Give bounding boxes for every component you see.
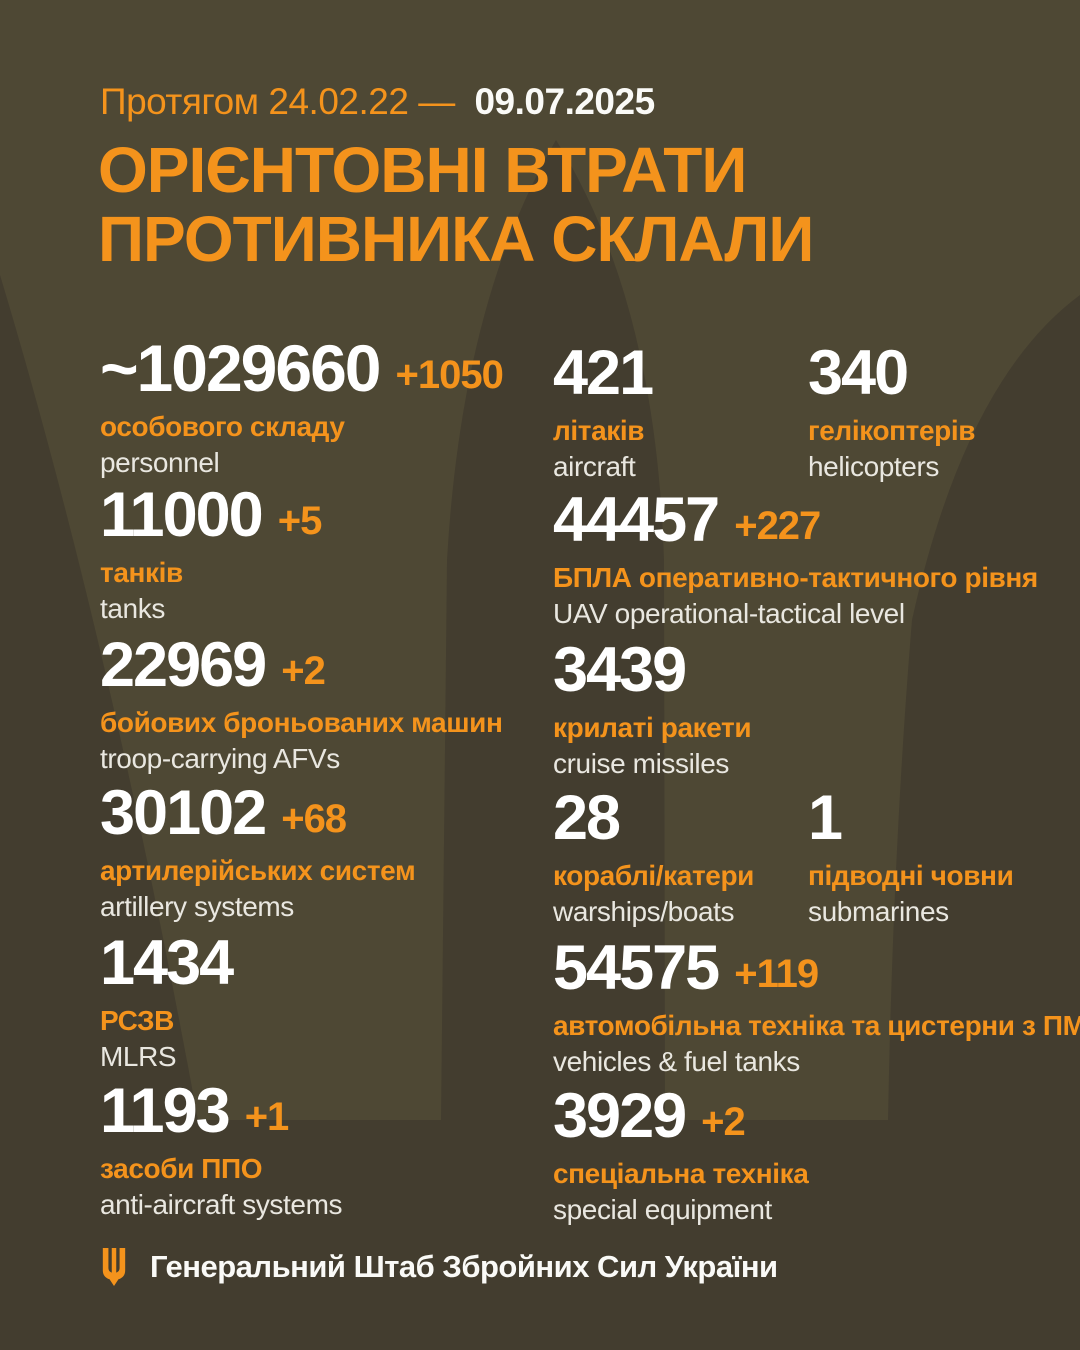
stat-delta: +119	[734, 951, 819, 996]
stat-label-ua: танків	[100, 556, 183, 588]
stat-uav: 44457 +227 БПЛА оперативно-тактичного рі…	[553, 485, 1038, 631]
stat-delta: +1	[244, 1094, 290, 1139]
stat-label-ua: літаків	[553, 414, 645, 446]
stat-cruise-missiles: 3439 крилаті ракети cruise missiles	[553, 635, 752, 781]
stat-special-equipment: 3929 +2 спеціальна техніка special equip…	[553, 1081, 809, 1227]
report-date: 09.07.2025	[474, 81, 655, 122]
stat-label-en: artillery systems	[100, 891, 294, 923]
stat-delta: +1050	[395, 352, 504, 397]
stat-value: 1193	[100, 1076, 231, 1146]
footer: Генеральний Штаб Збройних Сил України	[100, 1248, 778, 1286]
stat-delta: +68	[281, 796, 347, 841]
stat-label-ua: гелікоптерів	[808, 414, 976, 446]
stat-value: 28	[553, 783, 621, 853]
stat-label-ua: автомобільна техніка та цистерни з ПММ	[553, 1009, 1080, 1041]
stat-helicopters: 340 гелікоптерів helicopters	[808, 338, 976, 484]
footer-org-label: Генеральний Штаб Збройних Сил України	[150, 1249, 778, 1284]
stat-value: 22969	[100, 630, 267, 700]
stat-label-ua: крилаті ракети	[553, 711, 752, 743]
period-prefix: Протягом 24.02.22 —	[100, 81, 455, 122]
stat-value: 1434	[100, 928, 234, 998]
stat-value: 421	[553, 338, 654, 408]
stat-value: 3439	[553, 635, 687, 705]
stat-anti-aircraft: 1193 +1 засоби ППО anti-aircraft systems	[100, 1076, 343, 1222]
stat-delta: +2	[281, 648, 326, 693]
stat-delta: +2	[701, 1099, 746, 1144]
stat-label-en: vehicles & fuel tanks	[553, 1046, 800, 1078]
stat-label-en: special equipment	[553, 1194, 772, 1226]
stat-label-en: troop-carrying AFVs	[100, 743, 340, 775]
stat-label-ua: підводні човни	[808, 859, 1014, 891]
stat-label-ua: спеціальна техніка	[553, 1157, 809, 1189]
page-title: ОРІЄНТОВНІ ВТРАТИ ПРОТИВНИКА СКЛАЛИ	[98, 134, 814, 276]
tryzub-icon	[102, 1248, 126, 1286]
stat-label-en: MLRS	[100, 1041, 177, 1073]
stat-personnel: ~1029660 +1050 особового складу personne…	[100, 331, 504, 480]
stat-aircraft: 421 літаків aircraft	[553, 338, 654, 484]
report-period: Протягом 24.02.22 — 09.07.2025	[100, 81, 655, 123]
stat-value: 11000	[100, 480, 264, 550]
stat-value: 1	[808, 783, 843, 853]
stat-label-en: submarines	[808, 896, 949, 928]
stat-afv: 22969 +2 бойових броньованих машин troop…	[100, 630, 503, 776]
stat-value: 340	[808, 338, 909, 408]
stat-label-en: tanks	[100, 593, 165, 625]
stat-label-ua: БПЛА оперативно-тактичного рівня	[553, 561, 1038, 593]
stat-warships: 28 кораблі/катери warships/boats	[553, 783, 754, 929]
stat-delta: +227	[734, 503, 821, 548]
stat-value: 54575	[553, 933, 720, 1003]
stat-delta: +5	[277, 498, 323, 543]
stat-artillery: 30102 +68 артилерійських систем artiller…	[100, 778, 416, 924]
stat-label-en: UAV operational-tactical level	[553, 598, 905, 630]
stat-label-en: helicopters	[808, 451, 940, 483]
title-line-1: ОРІЄНТОВНІ ВТРАТИ	[98, 134, 747, 206]
stat-vehicles: 54575 +119 автомобільна техніка та цисте…	[553, 933, 1080, 1079]
stat-value: 44457	[553, 485, 720, 555]
stat-label-ua: засоби ППО	[100, 1152, 263, 1184]
stat-tanks: 11000 +5 танків tanks	[100, 480, 323, 626]
stat-label-ua: кораблі/катери	[553, 859, 754, 891]
stat-mlrs: 1434 РСЗВ MLRS	[100, 928, 234, 1074]
stat-label-ua: артилерійських систем	[100, 854, 416, 886]
stat-label-en: personnel	[100, 446, 220, 478]
stat-submarines: 1 підводні човни submarines	[808, 783, 1014, 929]
stat-value: ~1029660	[100, 331, 381, 405]
stat-label-en: warships/boats	[553, 896, 735, 928]
title-line-2: ПРОТИВНИКА СКЛАЛИ	[98, 203, 814, 276]
stat-value: 30102	[100, 778, 267, 848]
stat-label-ua: бойових броньованих машин	[100, 706, 503, 738]
stat-value: 3929	[553, 1081, 687, 1151]
stat-label-ua: особового складу	[100, 410, 345, 442]
stat-label-ua: РСЗВ	[100, 1004, 174, 1036]
stat-label-en: aircraft	[553, 451, 636, 483]
stat-label-en: anti-aircraft systems	[100, 1189, 343, 1221]
stat-label-en: cruise missiles	[553, 748, 730, 780]
